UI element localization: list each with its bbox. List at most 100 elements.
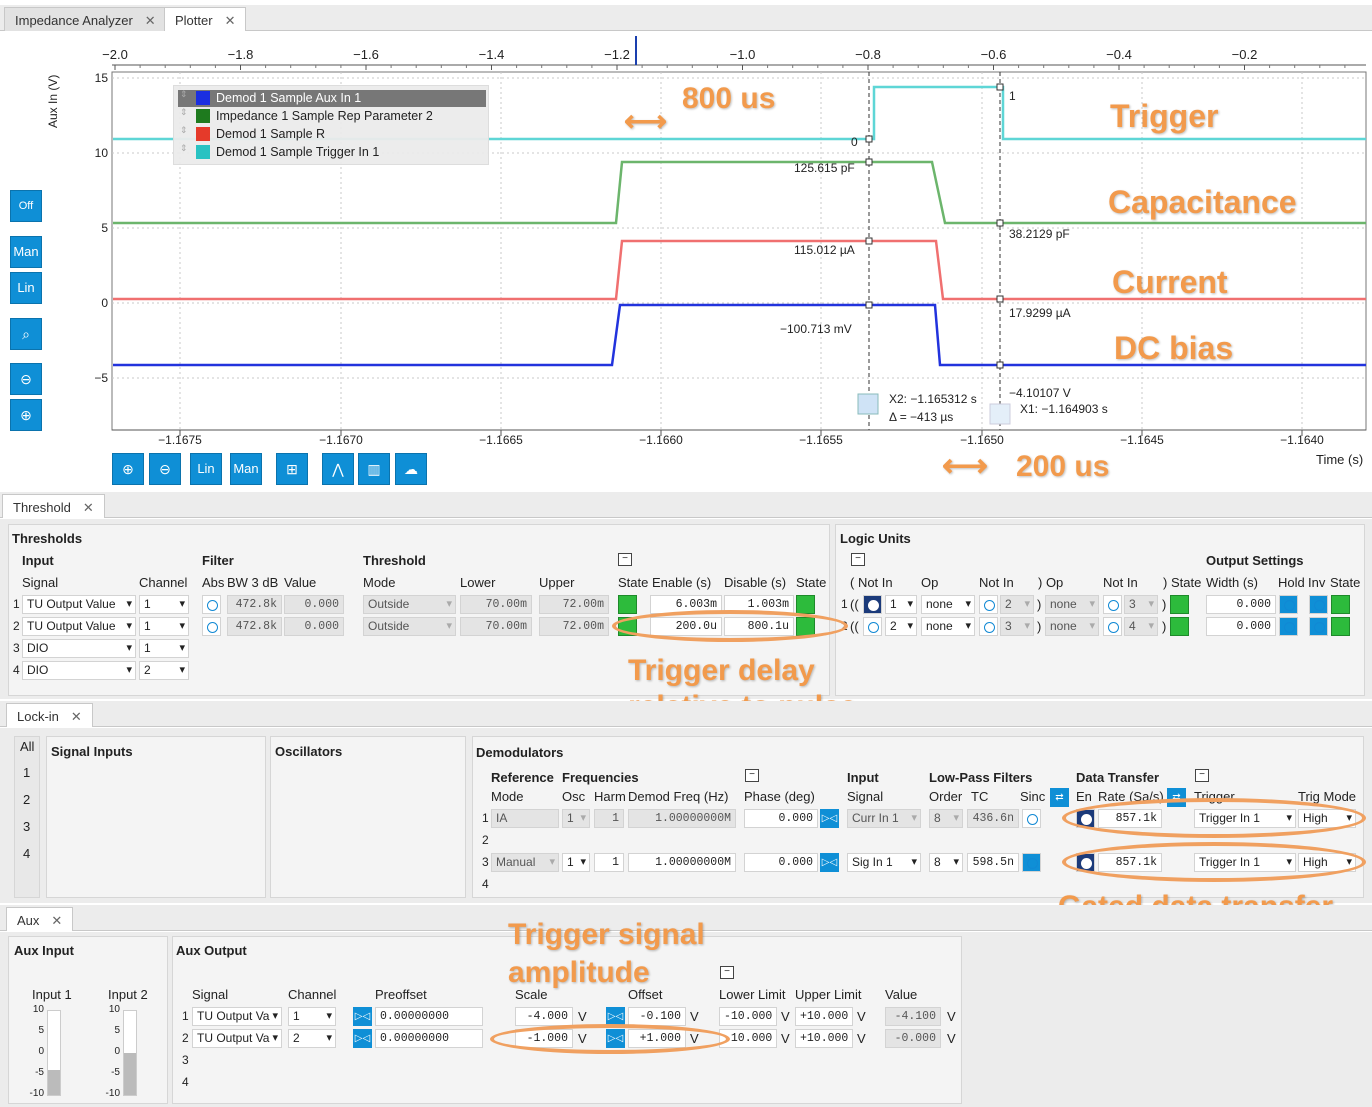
channel-select[interactable]: 1 xyxy=(139,639,189,658)
tc-field[interactable]: 436.6n xyxy=(967,809,1019,828)
channel-select[interactable]: 1 xyxy=(139,617,189,636)
not-toggle[interactable] xyxy=(1103,595,1122,614)
mode-select[interactable]: Outside xyxy=(363,595,456,614)
tab-impedance-analyzer[interactable]: Impedance Analyzer ✕ xyxy=(4,7,167,31)
drag-handle-icon[interactable]: ⇕ xyxy=(180,89,188,99)
input-select[interactable]: 4 xyxy=(1124,617,1158,636)
input-select[interactable]: 3 xyxy=(1124,595,1158,614)
collapse-button[interactable]: − xyxy=(1195,769,1209,782)
histogram-icon[interactable]: ▥ xyxy=(358,453,390,485)
upper-limit-field[interactable]: +10.000 xyxy=(795,1007,853,1026)
abs-toggle[interactable] xyxy=(202,595,221,614)
signal-select[interactable]: Curr In 1 xyxy=(847,809,921,828)
mode-select[interactable]: IA xyxy=(491,809,559,828)
signal-select[interactable]: TU Output Value xyxy=(22,617,136,636)
freq-field[interactable]: 1.00000000M xyxy=(628,853,736,872)
input-select[interactable]: 2 xyxy=(885,617,917,636)
zoom-out-icon[interactable]: ⊖ xyxy=(149,453,181,485)
close-icon[interactable]: ✕ xyxy=(51,913,63,928)
linear-scale-button[interactable]: Lin xyxy=(190,453,222,485)
signal-select[interactable]: TU Output Va xyxy=(192,1007,282,1026)
width-field[interactable]: 0.000 xyxy=(1206,617,1276,636)
channel-select[interactable]: 2 xyxy=(288,1029,336,1048)
collapse-button[interactable]: − xyxy=(851,553,865,566)
side-tab-3[interactable]: 3 xyxy=(23,819,31,834)
not-toggle[interactable] xyxy=(1103,617,1122,636)
width-field[interactable]: 0.000 xyxy=(1206,595,1276,614)
order-select[interactable]: 8 xyxy=(929,853,963,872)
signal-select[interactable]: DIO xyxy=(22,661,136,680)
channel-select[interactable]: 1 xyxy=(288,1007,336,1026)
osc-select[interactable]: 1 xyxy=(562,809,590,828)
phase-field[interactable]: 0.000 xyxy=(744,853,818,872)
harm-field[interactable]: 1 xyxy=(594,853,624,872)
tab-plotter[interactable]: Plotter ✕ xyxy=(164,7,247,31)
phase-zero-icon[interactable]: ▷◁ xyxy=(820,809,839,828)
op-select[interactable]: none xyxy=(1045,617,1099,636)
legend-item[interactable]: ⇕ Demod 1 Sample R xyxy=(178,126,486,143)
side-tab-4[interactable]: 4 xyxy=(23,846,31,861)
side-tab-2[interactable]: 2 xyxy=(23,792,31,807)
drag-handle-icon[interactable]: ⇕ xyxy=(180,143,188,153)
freq-field[interactable]: 1.00000000M xyxy=(628,809,736,828)
input-select[interactable]: 1 xyxy=(885,595,917,614)
close-icon[interactable]: ✕ xyxy=(70,709,82,724)
side-tab-1[interactable]: 1 xyxy=(23,765,31,780)
upper-field[interactable]: 72.00m xyxy=(539,595,609,614)
cursor-math-icon[interactable]: ⋀ xyxy=(322,453,354,485)
lower-limit-field[interactable]: -10.000 xyxy=(719,1029,777,1048)
upper-field[interactable]: 72.00m xyxy=(539,617,609,636)
not-toggle[interactable] xyxy=(863,617,882,636)
signal-select[interactable]: Sig In 1 xyxy=(847,853,921,872)
phase-field[interactable]: 0.000 xyxy=(744,809,818,828)
zoom-in-icon[interactable]: ⊕ xyxy=(10,399,42,431)
op-select[interactable]: none xyxy=(921,595,975,614)
mode-select[interactable]: Manual xyxy=(491,853,559,872)
zoom-in-icon[interactable]: ⊕ xyxy=(112,453,144,485)
input-select[interactable]: 3 xyxy=(1000,617,1034,636)
side-tab-all[interactable]: All xyxy=(20,739,35,754)
drag-handle-icon[interactable]: ⇕ xyxy=(180,107,188,117)
tab-threshold[interactable]: Threshold ✕ xyxy=(2,494,105,518)
hold-toggle[interactable] xyxy=(1279,595,1298,614)
harm-field[interactable]: 1 xyxy=(594,809,624,828)
sinc-toggle-icon[interactable]: ⇄ xyxy=(1050,788,1069,807)
drag-handle-icon[interactable]: ⇕ xyxy=(180,125,188,135)
close-icon[interactable]: ✕ xyxy=(144,13,156,28)
collapse-button[interactable]: − xyxy=(720,966,734,979)
inv-toggle[interactable] xyxy=(1309,595,1328,614)
legend-item[interactable]: ⇕ Demod 1 Sample Trigger In 1 xyxy=(178,144,486,161)
preoffset-field[interactable]: 0.00000000 xyxy=(375,1029,483,1048)
op-select[interactable]: none xyxy=(921,617,975,636)
linear-scale-button[interactable]: Lin xyxy=(10,272,42,304)
channel-select[interactable]: 1 xyxy=(139,595,189,614)
tc-field[interactable]: 598.5n xyxy=(967,853,1019,872)
upper-limit-field[interactable]: +10.000 xyxy=(795,1029,853,1048)
legend-item[interactable]: ⇕ Demod 1 Sample Aux In 1 xyxy=(178,90,486,107)
preoffset-zero-icon[interactable]: ▷◁ xyxy=(353,1007,372,1026)
manual-scale-button[interactable]: Man xyxy=(230,453,262,485)
offset-zero-icon[interactable]: ▷◁ xyxy=(606,1007,625,1026)
grid-icon[interactable]: ⊞ xyxy=(276,453,308,485)
close-icon[interactable]: ✕ xyxy=(82,500,94,515)
collapse-button[interactable]: − xyxy=(618,553,632,566)
tab-aux[interactable]: Aux ✕ xyxy=(6,907,74,931)
scale-field[interactable]: -4.000 xyxy=(515,1007,573,1026)
signal-select[interactable]: TU Output Value xyxy=(22,595,136,614)
lower-field[interactable]: 70.00m xyxy=(460,595,532,614)
sinc-toggle[interactable] xyxy=(1022,809,1041,828)
hold-toggle[interactable] xyxy=(1279,617,1298,636)
tab-lock-in[interactable]: Lock-in ✕ xyxy=(6,703,93,727)
grid-off-button[interactable]: Off xyxy=(10,190,42,222)
not-toggle[interactable] xyxy=(979,595,998,614)
cloud-save-icon[interactable]: ☁ xyxy=(395,453,427,485)
not-toggle[interactable] xyxy=(979,617,998,636)
order-select[interactable]: 8 xyxy=(929,809,963,828)
preoffset-zero-icon[interactable]: ▷◁ xyxy=(353,1029,372,1048)
signal-select[interactable]: TU Output Va xyxy=(192,1029,282,1048)
zoom-out-icon[interactable]: ⊖ xyxy=(10,363,42,395)
signal-select[interactable]: DIO xyxy=(22,639,136,658)
not-toggle[interactable] xyxy=(863,595,882,614)
mode-select[interactable]: Outside xyxy=(363,617,456,636)
osc-select[interactable]: 1 xyxy=(562,853,590,872)
